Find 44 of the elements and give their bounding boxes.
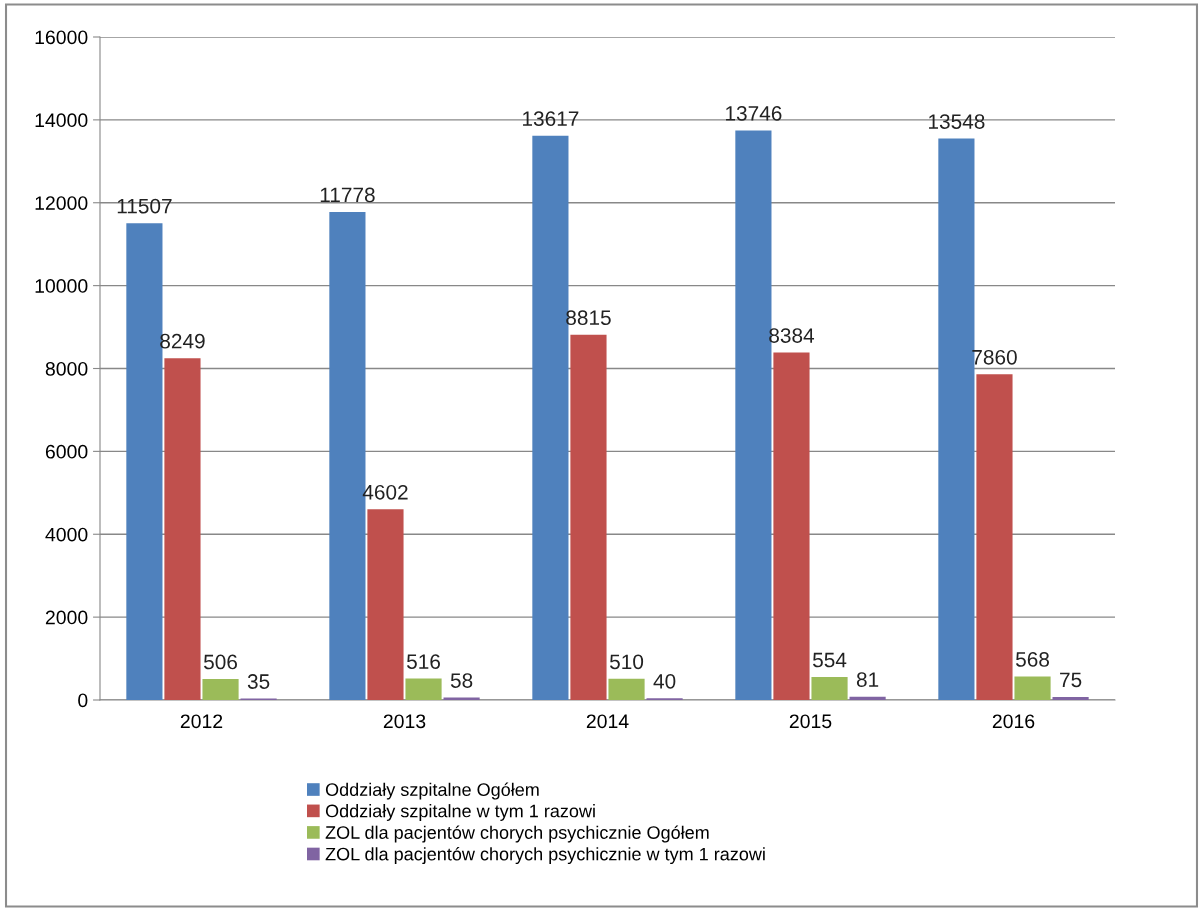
x-tick-label: 2012 xyxy=(180,714,223,729)
legend-label: Oddziały szpitalne w tym 1 razowi xyxy=(325,804,595,821)
data-label: 40 xyxy=(653,673,676,689)
data-label: 11778 xyxy=(320,187,375,203)
data-label: 506 xyxy=(203,654,237,670)
bar xyxy=(811,677,848,700)
data-label: 11507 xyxy=(117,198,172,214)
data-label: 568 xyxy=(1015,652,1050,667)
y-tick-label: 4000 xyxy=(45,527,88,542)
bar xyxy=(773,352,810,700)
legend-label: ZOL dla pacjentów chorych psychicznie w tym 1 razowi xyxy=(325,847,765,865)
bar xyxy=(164,358,201,700)
bar xyxy=(405,678,442,700)
x-tick-label: 2014 xyxy=(586,714,629,729)
data-label: 75 xyxy=(1060,672,1082,688)
bar xyxy=(367,509,404,700)
y-tick-label: 8000 xyxy=(45,361,88,376)
data-label: 516 xyxy=(406,654,440,669)
y-tick-label: 10000 xyxy=(35,279,88,293)
data-label: 13746 xyxy=(726,105,782,121)
y-tick-label: 2000 xyxy=(45,610,88,625)
data-label: 13548 xyxy=(929,114,985,129)
data-label: 58 xyxy=(450,673,473,688)
y-tick-label: 6000 xyxy=(45,444,88,459)
x-tick-label: 2013 xyxy=(383,714,426,729)
bar xyxy=(570,334,607,700)
bar xyxy=(608,678,645,700)
legend-label: ZOL dla pacjentów chorych psychicznie Ogółem xyxy=(325,825,709,843)
y-tick-label: 12000 xyxy=(35,196,88,210)
y-tick-label: 16000 xyxy=(35,30,88,45)
data-label: 13617 xyxy=(523,111,579,127)
data-label: 554 xyxy=(812,652,847,668)
legend-label: Oddziały szpitalne Ogółem xyxy=(325,782,539,800)
data-label: 35 xyxy=(247,674,270,689)
data-label: 510 xyxy=(609,654,644,670)
data-label: 81 xyxy=(856,672,879,687)
bar xyxy=(202,679,239,700)
x-tick-label: 2016 xyxy=(992,714,1035,729)
y-tick-label: 0 xyxy=(78,693,88,708)
y-tick-label: 14000 xyxy=(35,113,88,128)
bar xyxy=(976,374,1013,700)
bar xyxy=(1014,676,1051,700)
x-tick-label: 2015 xyxy=(789,714,832,729)
bar xyxy=(1052,696,1089,700)
